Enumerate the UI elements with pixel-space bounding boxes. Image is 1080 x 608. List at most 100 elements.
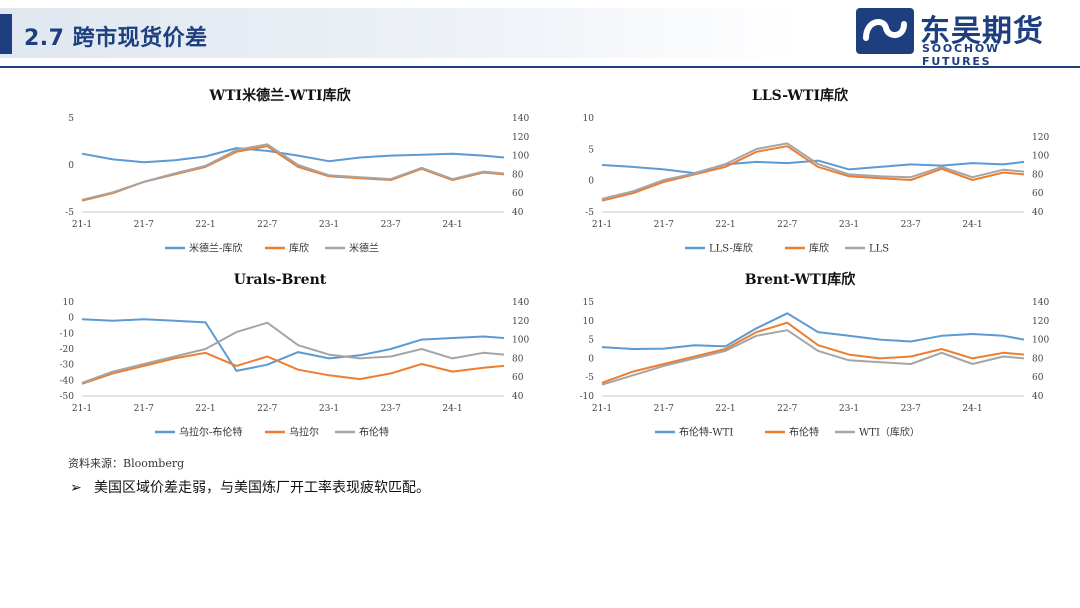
y-right-tick-label: 140 bbox=[512, 114, 529, 124]
y-left-tick-label: 0 bbox=[588, 177, 594, 187]
title-banner bbox=[0, 8, 800, 58]
y-right-tick-label: 140 bbox=[512, 298, 529, 308]
y-left-tick-label: -5 bbox=[585, 373, 594, 383]
y-left-tick-label: 0 bbox=[588, 354, 594, 364]
chart-brent-wti: Brent-WTI库欣 -10 -5 0 5 10 15 40 60 80 100 120 140 21-… bbox=[580, 271, 1050, 439]
chart-title: WTI米德兰-WTI库欣 bbox=[208, 87, 351, 104]
x-tick-label: 23-1 bbox=[839, 220, 859, 230]
x-tick-label: 21-7 bbox=[654, 220, 674, 230]
x-tick-label: 22-7 bbox=[777, 220, 797, 230]
legend-label: WTI（库欣） bbox=[859, 426, 920, 439]
chart-lls-cushing: LLS-WTI库欣 -5 0 5 10 40 60 80 100 120 21-1 21-7 22-1 2… bbox=[583, 87, 1050, 255]
x-tick-label: 23-7 bbox=[901, 220, 921, 230]
conclusion-bullet: ➢ 美国区域价差走弱，与美国炼厂开工率表现疲软匹配。 bbox=[70, 477, 430, 497]
x-tick-label: 24-1 bbox=[962, 404, 982, 414]
x-tick-label: 23-7 bbox=[901, 404, 921, 414]
brand-logo: 东吴期货 SOOCHOW FUTURES bbox=[856, 6, 1066, 68]
title-accent-bar bbox=[0, 14, 12, 54]
y-left-tick-label: -40 bbox=[60, 376, 75, 386]
series-line bbox=[601, 142, 1025, 200]
legend-label: 米德兰 bbox=[349, 242, 379, 255]
y-left-tick-label: 10 bbox=[583, 317, 595, 327]
y-right-tick-label: 140 bbox=[1032, 298, 1049, 308]
legend-label: 米德兰-库欣 bbox=[189, 242, 242, 255]
x-tick-label: 24-1 bbox=[442, 220, 462, 230]
x-tick-label: 22-7 bbox=[257, 404, 277, 414]
x-tick-label: 23-1 bbox=[319, 220, 339, 230]
x-tick-label: 23-1 bbox=[839, 404, 859, 414]
x-tick-label: 23-7 bbox=[381, 404, 401, 414]
x-tick-label: 24-1 bbox=[962, 220, 982, 230]
y-right-tick-label: 40 bbox=[1032, 208, 1044, 218]
chart-title: Brent-WTI库欣 bbox=[745, 271, 856, 288]
x-tick-label: 21-7 bbox=[134, 220, 154, 230]
y-right-tick-label: 100 bbox=[512, 336, 529, 346]
series-line bbox=[601, 321, 1025, 384]
x-tick-label: 23-7 bbox=[381, 220, 401, 230]
legend-label: 乌拉尔 bbox=[289, 426, 319, 439]
x-tick-label: 22-1 bbox=[715, 404, 735, 414]
y-right-tick-label: 100 bbox=[512, 152, 529, 162]
x-tick-label: 21-7 bbox=[654, 404, 674, 414]
x-tick-label: 24-1 bbox=[442, 404, 462, 414]
legend-label: 库欣 bbox=[809, 242, 829, 255]
x-tick-label: 22-1 bbox=[195, 404, 215, 414]
legend-label: LLS bbox=[869, 244, 889, 255]
logo-chinese-name: 东吴期货 bbox=[920, 14, 1044, 49]
y-right-tick-label: 100 bbox=[1032, 152, 1049, 162]
y-left-tick-label: -30 bbox=[60, 361, 75, 371]
x-tick-label: 23-1 bbox=[319, 404, 339, 414]
y-right-tick-label: 120 bbox=[512, 133, 529, 143]
y-right-tick-label: 40 bbox=[512, 208, 524, 218]
chart-panel-urals-brent: Urals-Brent -50 -40 -30 -20 -10 0 10 40 60 80 100 12… bbox=[20, 268, 540, 448]
legend-label: 乌拉尔-布伦特 bbox=[179, 426, 242, 439]
series-line bbox=[81, 318, 505, 372]
y-right-tick-label: 80 bbox=[1032, 170, 1044, 180]
chart-panel-midland-cushing: WTI米德兰-WTI库欣 -5 0 5 40 60 80 100 120 140 21-1 21-7 2… bbox=[20, 84, 540, 264]
series-line bbox=[81, 143, 505, 201]
logo-mark-icon bbox=[856, 8, 914, 54]
chart-urals-brent: Urals-Brent -50 -40 -30 -20 -10 0 10 40 60 80 100 12… bbox=[60, 272, 530, 439]
legend-label: 库欣 bbox=[289, 242, 309, 255]
y-right-tick-label: 80 bbox=[512, 354, 524, 364]
x-tick-label: 21-1 bbox=[72, 404, 92, 414]
arrow-right-icon: ➢ bbox=[70, 480, 82, 496]
chart-title: LLS-WTI库欣 bbox=[752, 87, 849, 104]
y-left-tick-label: -10 bbox=[580, 392, 595, 402]
y-right-tick-label: 60 bbox=[512, 373, 524, 383]
legend-label: 布伦特-WTI bbox=[679, 426, 733, 439]
y-left-tick-label: -10 bbox=[60, 329, 75, 339]
y-right-tick-label: 60 bbox=[1032, 189, 1044, 199]
x-tick-label: 22-7 bbox=[257, 220, 277, 230]
x-tick-label: 21-1 bbox=[592, 220, 612, 230]
y-right-tick-label: 120 bbox=[1032, 317, 1049, 327]
x-tick-label: 21-1 bbox=[72, 220, 92, 230]
legend-label: LLS-库欣 bbox=[709, 242, 753, 255]
y-right-tick-label: 120 bbox=[512, 317, 529, 327]
y-right-tick-label: 60 bbox=[1032, 373, 1044, 383]
y-left-tick-label: 10 bbox=[63, 298, 75, 308]
header-divider bbox=[0, 66, 1080, 68]
section-title: 2.7 跨市现货价差 bbox=[24, 26, 208, 51]
y-right-tick-label: 80 bbox=[512, 170, 524, 180]
y-left-tick-label: 0 bbox=[68, 161, 74, 171]
x-tick-label: 22-1 bbox=[195, 220, 215, 230]
chart-panel-lls-cushing: LLS-WTI库欣 -5 0 5 10 40 60 80 100 120 21-1 21-7 22-1 2… bbox=[540, 84, 1060, 264]
data-source-note: 资料来源：Bloomberg bbox=[68, 457, 185, 470]
conclusion-text: 美国区域价差走弱，与美国炼厂开工率表现疲软匹配。 bbox=[94, 480, 430, 496]
y-right-tick-label: 100 bbox=[1032, 336, 1049, 346]
series-line bbox=[601, 145, 1025, 202]
series-line bbox=[81, 351, 505, 385]
x-tick-label: 21-7 bbox=[134, 404, 154, 414]
page-header: 2.7 跨市现货价差 东吴期货 SOOCHOW FUTURES bbox=[0, 0, 1080, 68]
series-line bbox=[601, 329, 1025, 386]
y-left-tick-label: -20 bbox=[60, 345, 75, 355]
chart-midland-cushing: WTI米德兰-WTI库欣 -5 0 5 40 60 80 100 120 140 21-1 21-7 2… bbox=[65, 87, 529, 255]
y-left-tick-label: 5 bbox=[588, 145, 594, 155]
y-right-tick-label: 120 bbox=[1032, 133, 1049, 143]
y-right-tick-label: 60 bbox=[512, 189, 524, 199]
chart-panel-brent-wti: Brent-WTI库欣 -10 -5 0 5 10 15 40 60 80 100 120 140 21-… bbox=[540, 268, 1060, 448]
y-right-tick-label: 40 bbox=[512, 392, 524, 402]
x-tick-label: 22-7 bbox=[777, 404, 797, 414]
y-left-tick-label: 0 bbox=[68, 314, 74, 324]
